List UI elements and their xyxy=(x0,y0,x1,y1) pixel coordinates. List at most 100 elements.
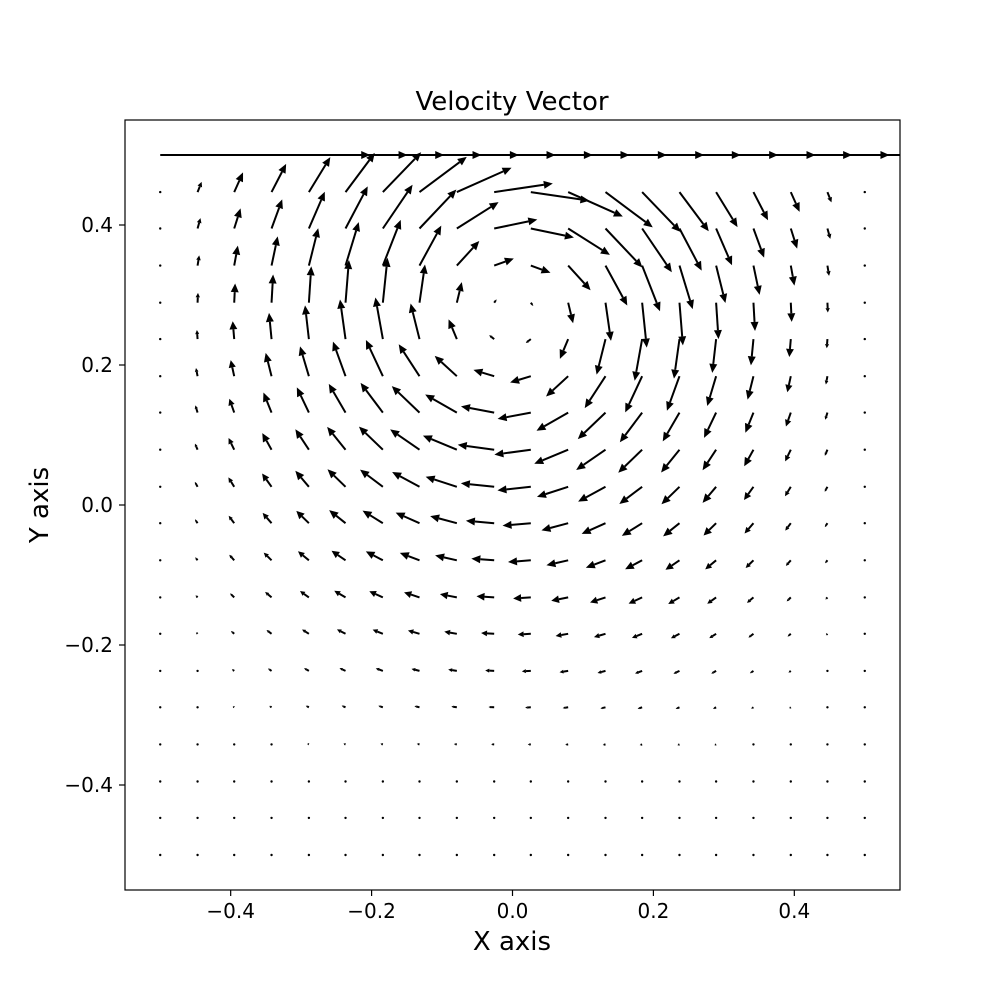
vector-arrow xyxy=(418,156,467,193)
vector-arrow xyxy=(703,522,717,536)
vector-arrow xyxy=(789,780,792,783)
vector-arrow xyxy=(785,412,792,427)
vector-arrow xyxy=(863,559,866,562)
vector-arrow xyxy=(411,667,420,672)
vector-arrow xyxy=(567,302,575,324)
vector-arrow xyxy=(196,780,199,783)
vector-arrow xyxy=(745,412,755,433)
vector-arrow xyxy=(196,181,203,193)
vector-arrow xyxy=(565,743,569,746)
vector-arrow xyxy=(230,283,239,303)
vector-arrow xyxy=(195,595,199,599)
vector-arrow xyxy=(604,816,607,820)
vector-arrow xyxy=(714,853,718,857)
vector-arrow xyxy=(666,375,681,411)
vector-arrow xyxy=(604,853,607,857)
vector-arrow xyxy=(826,191,832,203)
vector-arrow xyxy=(789,743,792,746)
vector-arrow xyxy=(826,706,829,709)
vector-arrow xyxy=(444,629,458,636)
vector-arrow xyxy=(159,301,162,304)
vector-arrow xyxy=(661,449,681,473)
vector-arrow xyxy=(302,629,310,635)
vector-arrow xyxy=(265,591,273,599)
vector-arrow xyxy=(336,629,346,635)
vector-arrow xyxy=(619,412,643,443)
vector-arrow xyxy=(159,559,162,562)
vector-arrow xyxy=(863,632,866,635)
vector-arrow xyxy=(381,257,391,303)
vector-arrow xyxy=(863,301,866,304)
vector-arrow xyxy=(704,412,718,438)
vector-arrow xyxy=(492,816,496,820)
vector-arrow xyxy=(270,853,273,857)
vector-arrow xyxy=(375,667,384,672)
vector-arrow xyxy=(263,352,273,377)
vector-arrow xyxy=(263,392,273,413)
vector-arrow xyxy=(308,157,331,193)
vector-arrow xyxy=(196,853,199,857)
vector-arrow xyxy=(331,550,347,562)
vector-arrow xyxy=(358,426,384,451)
x-tick-label: 0.4 xyxy=(778,899,810,923)
vector-arrow xyxy=(863,706,866,709)
vector-arrow xyxy=(590,596,606,604)
vector-arrow xyxy=(715,191,738,228)
vector-arrow xyxy=(295,429,310,451)
vector-arrow xyxy=(360,469,384,488)
vector-arrow xyxy=(786,339,794,357)
vector-arrow xyxy=(263,552,273,562)
vector-arrow xyxy=(418,264,428,303)
vector-arrow xyxy=(229,554,235,561)
x-tick-label: −0.4 xyxy=(206,899,255,923)
vector-arrow xyxy=(525,706,531,709)
vector-arrow xyxy=(863,337,866,341)
vector-arrow xyxy=(678,191,709,232)
vector-arrow xyxy=(270,236,280,266)
vector-arrow xyxy=(159,596,162,599)
vector-arrow xyxy=(418,780,421,783)
vector-arrow xyxy=(268,274,277,303)
vector-arrow xyxy=(306,266,315,303)
vector-arrow xyxy=(307,780,311,783)
vector-arrow xyxy=(194,443,199,451)
vector-arrow xyxy=(232,245,241,266)
chart-title: Velocity Vector xyxy=(415,87,608,117)
vector-arrow xyxy=(863,227,866,230)
vector-arrow xyxy=(678,302,687,346)
vector-arrow xyxy=(430,514,458,525)
vector-arrow xyxy=(344,222,360,266)
vector-arrow xyxy=(194,481,199,488)
vector-arrow xyxy=(460,480,495,489)
vector-arrow xyxy=(159,706,162,709)
vector-arrow xyxy=(378,705,384,709)
vector-arrow xyxy=(451,705,457,709)
vector-arrow xyxy=(788,265,797,286)
vector-arrow xyxy=(824,486,829,492)
vector-arrow xyxy=(196,632,199,635)
vector-arrow xyxy=(329,510,347,524)
vector-arrow xyxy=(382,152,422,193)
vector-arrow xyxy=(581,522,606,534)
vector-arrow xyxy=(233,208,242,229)
vector-arrow xyxy=(297,551,310,562)
vector-arrow xyxy=(196,218,202,229)
vector-arrow xyxy=(418,853,421,857)
vector-arrow xyxy=(414,705,420,709)
vector-arrow xyxy=(195,557,199,561)
vector-arrow xyxy=(789,706,792,709)
vector-arrow xyxy=(159,780,162,783)
vector-arrow xyxy=(381,853,385,857)
vector-arrow xyxy=(752,816,755,820)
vector-arrow xyxy=(585,559,606,569)
vector-arrow xyxy=(159,411,162,414)
vector-arrow xyxy=(434,355,458,377)
vector-arrow xyxy=(510,375,532,384)
vector-arrow xyxy=(344,152,375,193)
vector-arrow xyxy=(631,632,643,639)
vector-arrow xyxy=(551,595,569,603)
vector-arrow xyxy=(228,398,236,413)
vector-arrow xyxy=(637,706,643,710)
y-axis: −0.4 −0.2 0.0 0.2 0.4 xyxy=(64,213,125,797)
